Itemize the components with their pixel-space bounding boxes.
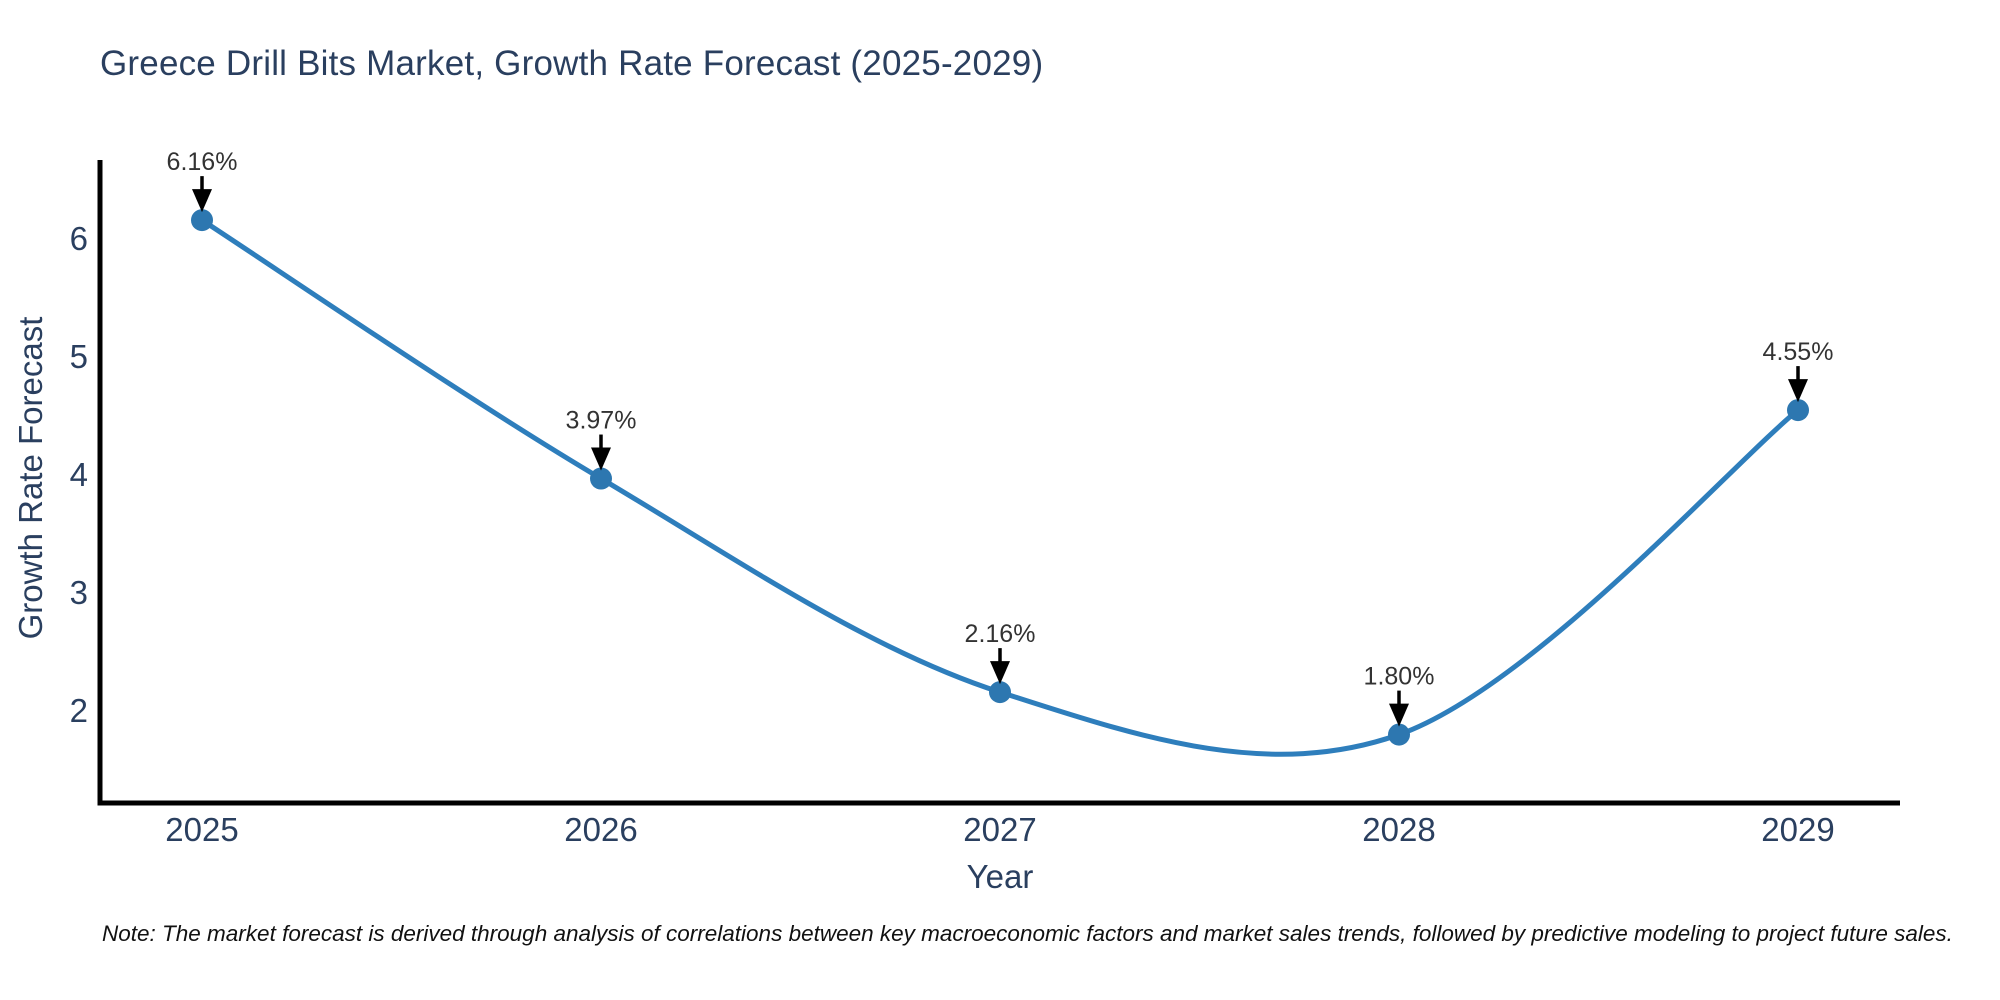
x-axis-title: Year <box>966 858 1034 895</box>
y-axis-title: Growth Rate Forecast <box>12 316 49 640</box>
data-point-marker <box>590 467 612 490</box>
x-tick-label: 2029 <box>1761 811 1834 848</box>
axis-lines <box>97 160 1900 806</box>
data-point-label: 2.16% <box>965 620 1036 648</box>
data-point-marker <box>191 209 213 232</box>
data-point-marker <box>1388 723 1410 746</box>
y-tick-label: 4 <box>70 456 88 493</box>
chart-title: Greece Drill Bits Market, Growth Rate Fo… <box>100 44 1044 83</box>
footnote: Note: The market forecast is derived thr… <box>102 921 1953 946</box>
data-point-marker <box>989 681 1011 704</box>
annotation-arrowhead <box>192 189 212 213</box>
y-tick-label: 6 <box>70 220 88 257</box>
x-tick-label: 2025 <box>165 811 238 848</box>
data-point-label: 3.97% <box>566 407 637 435</box>
annotation-arrowhead <box>1389 703 1409 727</box>
x-tick-label: 2028 <box>1362 811 1435 848</box>
annotation-arrowhead <box>990 661 1010 685</box>
y-tick-label: 3 <box>70 574 88 611</box>
annotation-arrowhead <box>591 447 611 471</box>
data-point-label: 1.80% <box>1364 663 1435 691</box>
data-point-marker <box>1787 399 1809 422</box>
data-point-label: 6.16% <box>167 148 238 176</box>
y-tick-label: 5 <box>70 338 88 375</box>
x-tick-label: 2026 <box>564 811 637 848</box>
annotation-arrowhead <box>1788 379 1808 403</box>
data-point-label: 4.55% <box>1763 338 1834 366</box>
x-tick-label: 2027 <box>963 811 1036 848</box>
y-tick-label: 2 <box>70 692 88 729</box>
